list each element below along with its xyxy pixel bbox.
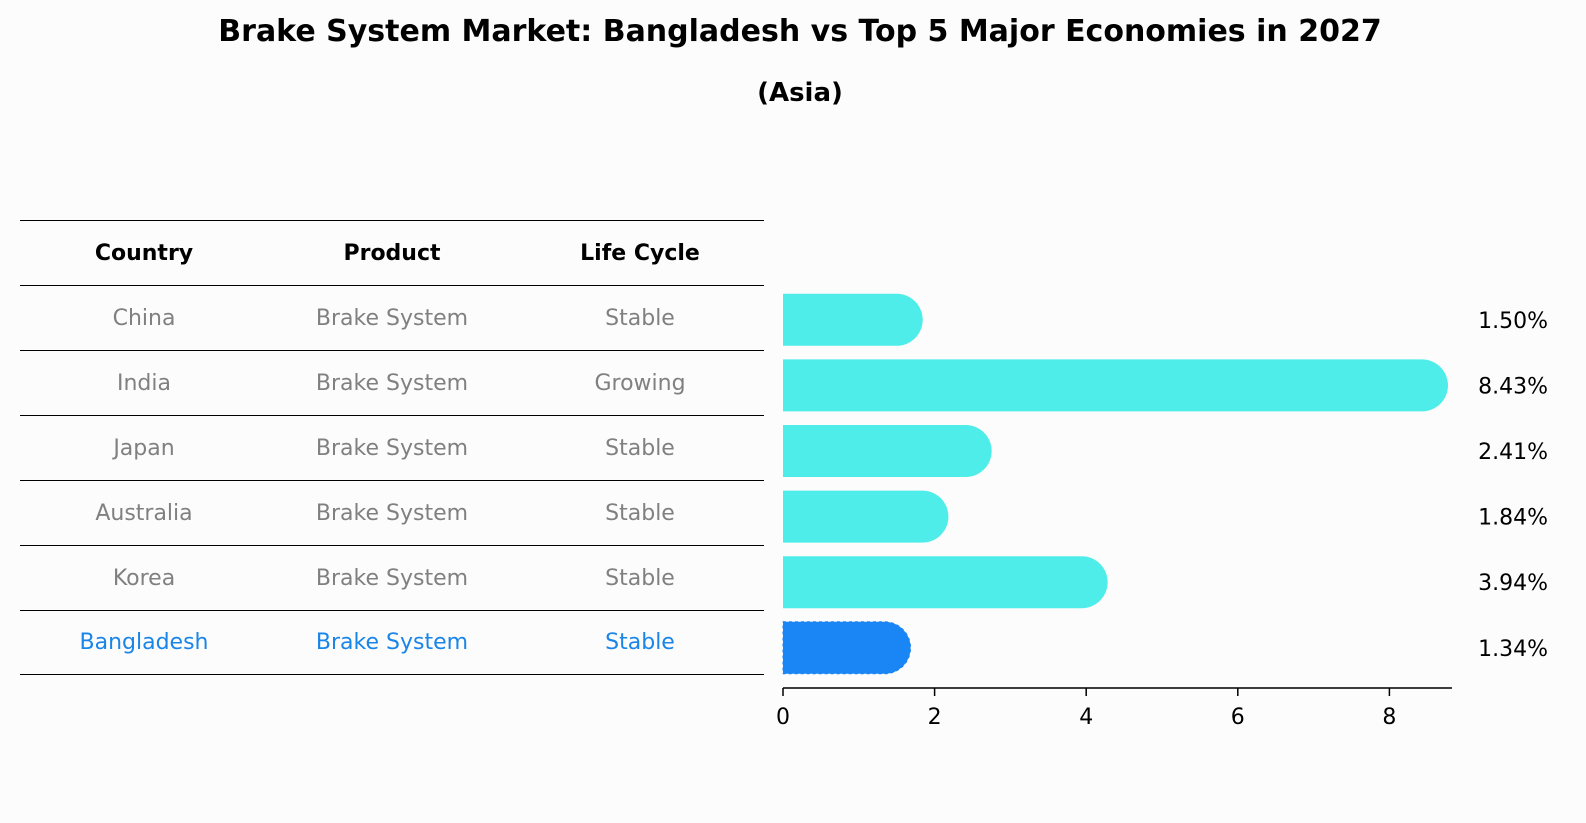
life-cycle-cell: Stable bbox=[605, 500, 675, 526]
column-header-life-cycle: Life Cycle bbox=[580, 240, 700, 266]
table-row: Japan Brake System Stable bbox=[20, 415, 764, 480]
x-tick-label: 0 bbox=[776, 705, 790, 730]
product-cell: Brake System bbox=[315, 630, 469, 655]
value-label: 1.84% bbox=[1478, 506, 1548, 531]
x-tick-label: 6 bbox=[1231, 705, 1245, 730]
table-row: Korea Brake System Stable bbox=[20, 545, 764, 610]
chart-subtitle: (Asia) bbox=[757, 78, 843, 108]
country-cell: India bbox=[117, 370, 171, 396]
bar-bangladesh bbox=[782, 621, 912, 675]
bar-china bbox=[783, 293, 923, 346]
table-row: India Brake System Growing bbox=[20, 350, 764, 415]
product-cell: Brake System bbox=[315, 500, 469, 526]
value-label: 3.94% bbox=[1478, 571, 1548, 596]
chart-title: Brake System Market: Bangladesh vs Top 5… bbox=[218, 14, 1382, 49]
x-tick-label: 8 bbox=[1382, 705, 1396, 730]
data-table: Country Product Life Cycle China Brake S… bbox=[20, 220, 764, 675]
column-header-product: Product bbox=[343, 240, 441, 266]
product-cell: Brake System bbox=[315, 435, 469, 461]
value-label: 1.50% bbox=[1478, 309, 1548, 334]
table-row: Australia Brake System Stable bbox=[20, 480, 764, 545]
value-label: 1.34% bbox=[1478, 637, 1548, 662]
life-cycle-cell: Stable bbox=[605, 565, 675, 591]
bar-korea bbox=[783, 556, 1108, 609]
bar-india bbox=[783, 359, 1448, 412]
life-cycle-cell: Growing bbox=[594, 370, 686, 396]
country-cell: Korea bbox=[112, 565, 176, 591]
country-cell: China bbox=[112, 305, 176, 331]
country-cell: Bangladesh bbox=[79, 630, 209, 655]
table-row-highlighted: Bangladesh Brake System Stable bbox=[20, 610, 764, 675]
life-cycle-cell: Stable bbox=[605, 630, 675, 655]
column-header-country: Country bbox=[94, 240, 194, 266]
table-header-row: Country Product Life Cycle bbox=[20, 220, 764, 285]
life-cycle-cell: Stable bbox=[605, 435, 675, 461]
product-cell: Brake System bbox=[315, 565, 469, 591]
bar-australia bbox=[783, 490, 949, 543]
x-tick-label: 4 bbox=[1079, 705, 1093, 730]
x-tick-label: 2 bbox=[928, 705, 942, 730]
country-cell: Japan bbox=[113, 435, 175, 461]
product-cell: Brake System bbox=[315, 370, 469, 396]
value-label: 8.43% bbox=[1478, 374, 1548, 399]
bar-japan bbox=[783, 425, 992, 477]
country-cell: Australia bbox=[95, 500, 193, 526]
value-label: 2.41% bbox=[1478, 440, 1548, 465]
product-cell: Brake System bbox=[315, 305, 469, 331]
table-row: China Brake System Stable bbox=[20, 285, 764, 350]
life-cycle-cell: Stable bbox=[605, 305, 675, 331]
